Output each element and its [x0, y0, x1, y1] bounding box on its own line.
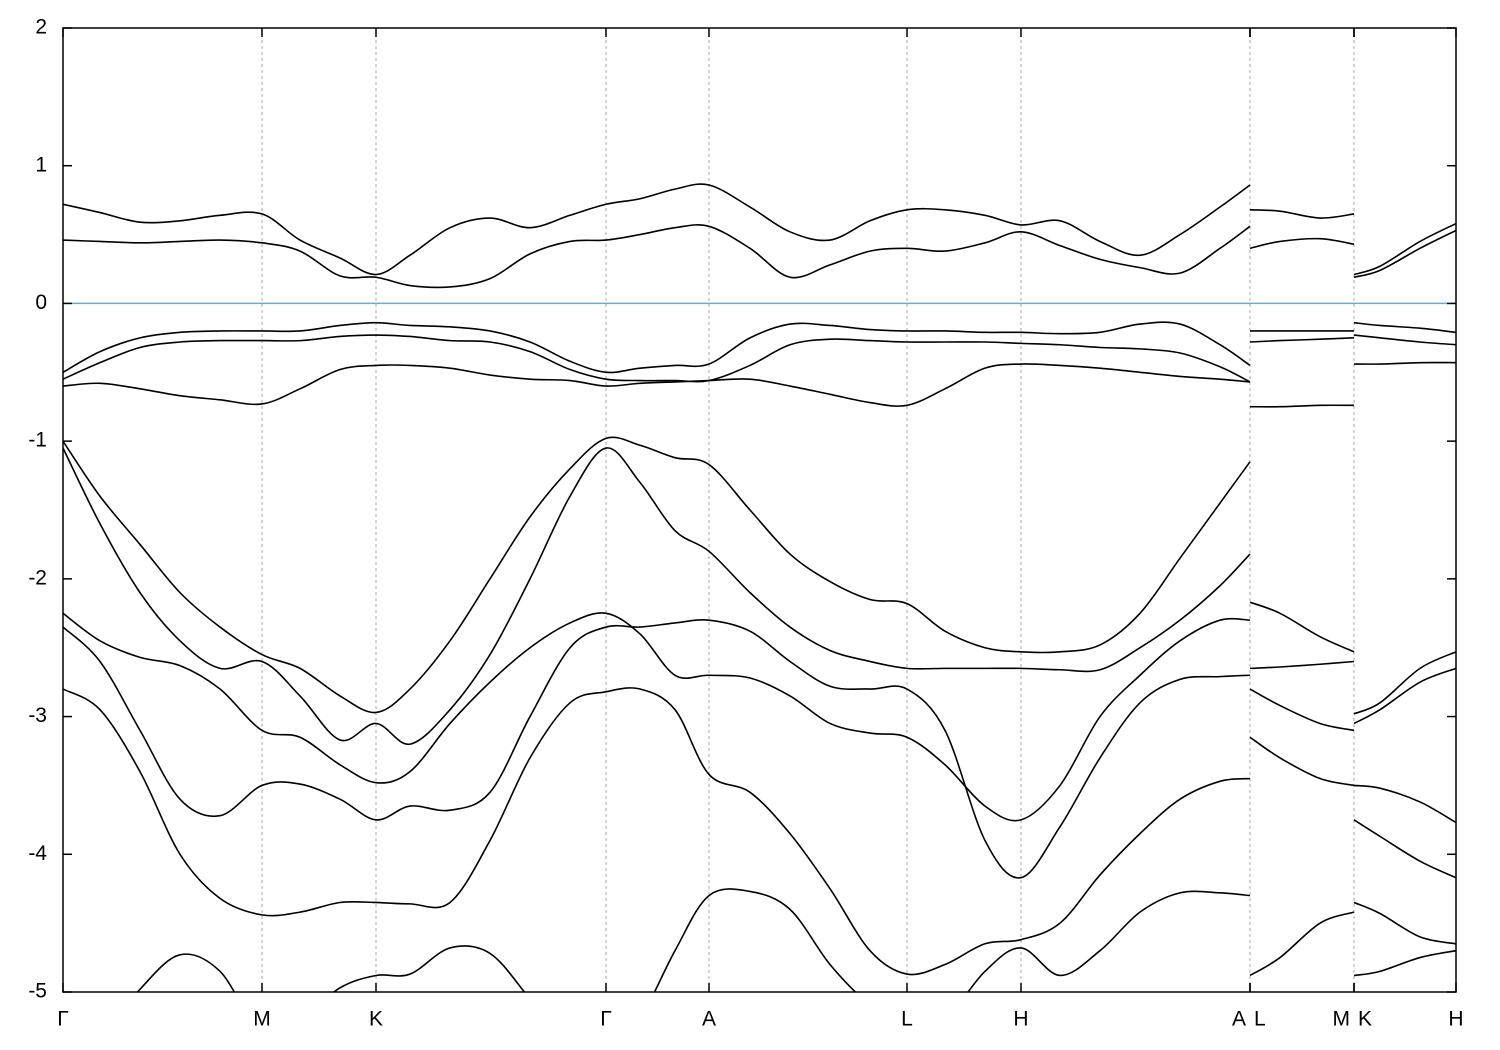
- band-line: [63, 321, 1456, 374]
- y-tick-label: -5: [28, 980, 47, 1003]
- bands: [63, 183, 1456, 992]
- x-tick-label: Γ: [600, 1008, 612, 1031]
- grid: [261, 28, 1355, 992]
- y-tick-label: -3: [28, 704, 47, 727]
- band-line: [63, 447, 1456, 745]
- band-line: [63, 224, 1456, 289]
- x-tick-label: M: [253, 1008, 271, 1031]
- band-line: [63, 334, 1456, 383]
- y-tick-label: -2: [28, 566, 47, 589]
- x-tick-label: L: [901, 1008, 913, 1031]
- y-tick-label: -1: [28, 429, 47, 452]
- x-tick-label: A: [702, 1008, 716, 1031]
- plot-frame: [62, 27, 1457, 993]
- x-tick-label: M: [1333, 1008, 1351, 1031]
- band-line: [63, 612, 1456, 824]
- x-tick-label: A: [1232, 1008, 1246, 1031]
- band-line: [63, 687, 1456, 977]
- y-tick-label: -4: [28, 842, 47, 865]
- band-line: [136, 888, 1456, 992]
- x-tick-label: H: [1013, 1008, 1028, 1031]
- x-tick-label: L: [1254, 1008, 1266, 1031]
- band-line: [63, 183, 1456, 276]
- x-tick-label: Γ: [57, 1008, 69, 1031]
- y-tick-label: 0: [35, 291, 47, 314]
- x-tick-label: K: [369, 1008, 383, 1031]
- band-line: [63, 436, 1456, 715]
- y-tick-label: 1: [35, 153, 47, 176]
- y-tick-label: 2: [35, 16, 47, 39]
- band-line: [63, 361, 1456, 408]
- x-tick-label: K: [1358, 1008, 1372, 1031]
- band-line: [63, 619, 1456, 879]
- x-tick-label: H: [1448, 1008, 1463, 1031]
